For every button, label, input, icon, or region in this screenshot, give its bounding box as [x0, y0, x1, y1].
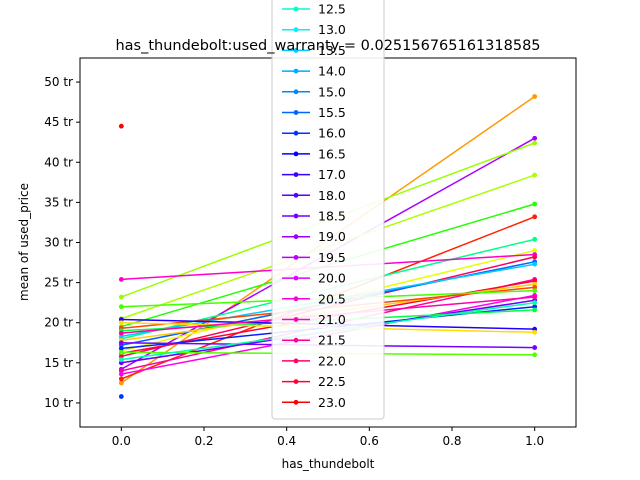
series-point-23-1 [532, 345, 538, 350]
series-point-0-0 [118, 380, 124, 386]
series-point-0-1 [532, 94, 538, 99]
legend-label-7: 16.5 [318, 146, 346, 161]
series-point-11-1 [532, 261, 538, 267]
y-tick-label-5: 35 tr [44, 195, 73, 209]
series-point-20-1 [532, 307, 538, 313]
legend-label-9: 18.0 [318, 188, 346, 203]
series-point-26-1 [532, 294, 538, 300]
legend-marker-3 [293, 68, 299, 74]
legend-box [271, 0, 385, 420]
series-point-22-0 [118, 320, 124, 326]
legend-label-10: 18.5 [318, 209, 346, 224]
legend-marker-14 [293, 296, 299, 302]
legend-label-14: 20.5 [318, 291, 346, 306]
legend-marker-6 [293, 130, 299, 136]
x-tick-label-1: 0.2 [194, 434, 213, 448]
x-tick-label-3: 0.6 [360, 434, 379, 448]
axes: 0.0 0.2 0.4 0.6 0.8 1.0 10 tr 15 tr 20 tr 25 tr 30… [44, 75, 544, 448]
series-point-17-0 [118, 371, 124, 377]
isolated-point-1 [118, 394, 124, 399]
y-tick-label-6: 40 tr [44, 155, 73, 169]
legend-marker-5 [293, 110, 299, 115]
legend: 12.5 13.0 13.5 14.0 15.0 15.5 16.0 16.5 17.0 18.0… [271, 0, 385, 420]
legend-label-12: 19.5 [318, 250, 346, 265]
y-tick-label-3: 25 tr [44, 276, 73, 290]
series-point-22-1 [532, 329, 538, 335]
series-point-16-0 [118, 304, 124, 310]
isolated-point-0 [118, 123, 124, 129]
legend-marker-0 [293, 6, 299, 12]
series-point-8-0 [118, 277, 124, 282]
legend-label-6: 16.0 [318, 126, 346, 141]
legend-marker-16 [293, 337, 299, 343]
series-point-24-1 [532, 352, 538, 358]
legend-marker-10 [293, 213, 299, 219]
y-tick-label-2: 20 tr [44, 316, 73, 330]
series-point-16-1 [532, 288, 538, 294]
series-point-7-1 [532, 248, 538, 253]
legend-marker-12 [293, 255, 299, 260]
legend-label-8: 17.0 [318, 167, 346, 182]
series-point-3-1 [532, 172, 538, 178]
legend-label-11: 19.0 [318, 229, 346, 244]
series-point-25-0 [118, 357, 124, 363]
y-tick-label-8: 50 tr [44, 75, 73, 89]
legend-label-0: 12.5 [318, 2, 346, 17]
legend-label-13: 20.0 [318, 271, 346, 286]
series-point-24-0 [118, 349, 124, 355]
legend-label-5: 15.5 [318, 105, 346, 120]
x-tick-label-5: 1.0 [525, 434, 544, 448]
legend-marker-19 [293, 399, 299, 405]
series-point-5-1 [532, 214, 538, 220]
legend-marker-7 [293, 151, 299, 157]
y-tick-label-1: 15 tr [44, 356, 73, 370]
legend-label-2: 13.5 [318, 43, 346, 58]
legend-label-16: 21.5 [318, 333, 346, 348]
series-point-2-0 [118, 294, 124, 300]
legend-marker-18 [293, 379, 299, 384]
series-point-23-0 [118, 340, 124, 346]
legend-marker-15 [293, 317, 299, 322]
series-point-5-0 [118, 376, 124, 382]
legend-marker-13 [293, 275, 299, 281]
x-axis-label: has_thundebolt [282, 457, 375, 471]
legend-marker-17 [293, 358, 299, 364]
legend-label-18: 22.5 [318, 374, 346, 389]
legend-marker-2 [293, 48, 299, 53]
series-point-2-1 [532, 140, 538, 146]
legend-marker-11 [293, 234, 299, 240]
y-tick-label-7: 45 tr [44, 115, 73, 129]
x-tick-label-4: 0.8 [442, 434, 461, 448]
legend-marker-8 [293, 172, 299, 178]
y-tick-label-0: 10 tr [44, 396, 73, 410]
series-point-19-0 [118, 345, 124, 351]
series-point-4-1 [532, 201, 538, 207]
legend-label-1: 13.0 [318, 22, 346, 37]
legend-marker-1 [293, 27, 299, 33]
y-axis-label: mean of used_price [17, 183, 31, 301]
legend-marker-9 [293, 192, 299, 198]
legend-marker-4 [293, 89, 299, 95]
series-point-1-1 [532, 135, 538, 141]
legend-label-15: 21.0 [318, 312, 346, 327]
legend-label-19: 23.0 [318, 395, 346, 410]
legend-label-3: 14.0 [318, 64, 346, 79]
legend-label-4: 15.0 [318, 84, 346, 99]
chart-title: has_thundebolt:used_warranty = 0.0251567… [115, 38, 540, 54]
series-point-6-1 [532, 236, 538, 242]
x-tick-label-2: 0.4 [277, 434, 296, 448]
y-tick-label-4: 30 tr [44, 236, 73, 250]
x-tick-label-0: 0.0 [112, 434, 131, 448]
legend-label-17: 22.0 [318, 353, 346, 368]
series-point-9-1 [532, 254, 538, 260]
series-point-25-1 [532, 300, 538, 306]
series-point-26-0 [118, 330, 124, 336]
